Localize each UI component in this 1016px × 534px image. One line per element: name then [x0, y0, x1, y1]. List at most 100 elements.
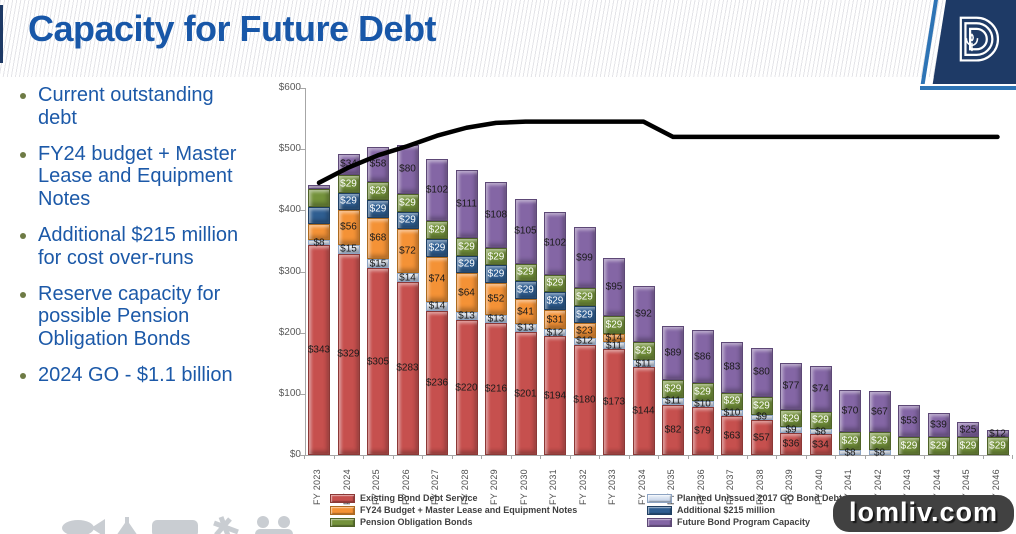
y-axis-label: $500	[278, 143, 301, 155]
x-axis-tick	[569, 455, 571, 459]
bar-segment: $29	[396, 193, 419, 212]
bar-segment: $29	[898, 437, 920, 455]
bar-segment: $86	[691, 330, 714, 383]
bar-value-label: $305	[366, 356, 390, 368]
legend-item: Existing Bond Debt Service	[330, 493, 478, 503]
bar-value-label: $102	[543, 237, 567, 249]
legend-label: Pension Obligation Bonds	[360, 517, 473, 527]
bar-value-label: $102	[425, 184, 449, 196]
bar-segment: $111	[455, 169, 478, 238]
legend-swatch	[330, 505, 355, 515]
bar-value-label: $34	[812, 439, 829, 451]
bar-value-label: $9	[755, 411, 768, 423]
bar-value-label: $12	[546, 327, 564, 339]
bar-segment: $105	[514, 199, 537, 264]
y-axis-label: $400	[278, 204, 301, 216]
bar-segment: $9	[750, 411, 773, 423]
bar-segment: $15	[337, 243, 360, 255]
bar-segment: $29	[514, 263, 537, 282]
bar-segment: $14	[426, 301, 448, 312]
bar-value-label: $11	[606, 340, 622, 352]
bar-segment: $29	[573, 305, 596, 324]
bullet-item: 2024 GO - $1.1 billion	[16, 364, 254, 387]
bar-value-label: $56	[340, 221, 357, 233]
bar-value-label: $13	[517, 322, 534, 334]
bar-value-label: $180	[573, 394, 596, 406]
bar-value-label: $29	[635, 345, 652, 357]
bar-value-label: $29	[458, 241, 475, 253]
bar-value-label: $13	[458, 310, 475, 322]
bar-value-label: $29	[871, 435, 888, 447]
bar-value-label: $12	[576, 335, 593, 347]
bar-segment: $29	[544, 274, 566, 293]
x-axis-tick	[481, 455, 483, 459]
x-axis-tick	[333, 455, 335, 459]
bar-value-label: $144	[632, 405, 655, 417]
bar-value-label: $70	[841, 405, 859, 417]
x-axis-tick	[923, 455, 925, 459]
legend-swatch	[647, 517, 672, 527]
bar-value-label: $23	[576, 325, 593, 337]
bar-value-label: $99	[576, 252, 593, 264]
x-axis-tick	[953, 455, 955, 459]
bar-segment: $29	[367, 199, 389, 218]
bar-value-label: $29	[753, 400, 770, 412]
bar-value-label: $29	[723, 395, 741, 407]
legend-item: FY24 Budget + Master Lease and Equipment…	[330, 505, 577, 515]
x-axis-tick	[304, 455, 306, 459]
bar-value-label: $53	[900, 415, 918, 427]
bar-value-label: $173	[602, 396, 626, 408]
bar-value-label: $89	[664, 347, 682, 359]
bullet-text: FY24 budget + Master Lease and Equipment…	[38, 142, 237, 211]
bar-value-label: $105	[514, 225, 537, 237]
bar-segment: $34	[809, 434, 832, 455]
bar-segment: $29	[868, 432, 891, 451]
bar-segment: $29	[927, 437, 950, 455]
legend-label: Planned Unissued 2017 GO Bond Debt	[677, 493, 843, 503]
bar-value-label: $29	[428, 224, 446, 236]
bar-segment: $108	[485, 181, 507, 248]
x-axis-tick	[392, 455, 394, 459]
bar-value-label: $29	[340, 178, 357, 190]
x-axis-tick	[776, 455, 778, 459]
bar-segment: $29	[957, 437, 979, 455]
bar-value-label: $283	[396, 362, 419, 374]
y-axis-label: $600	[278, 82, 301, 93]
bar-segment: $29	[396, 211, 419, 230]
x-axis-tick	[451, 455, 453, 459]
bar-segment: $29	[809, 411, 832, 430]
bar-value-label: $15	[369, 258, 387, 270]
bullet-text: 2024 GO - $1.1 billion	[38, 363, 233, 386]
bar-segment: $220	[455, 320, 478, 455]
x-axis-label: FY 2023	[312, 469, 322, 505]
y-axis-tick	[300, 210, 305, 212]
bar-segment: $29	[455, 237, 478, 256]
bar-segment: $39	[927, 413, 950, 438]
x-axis-tick	[422, 455, 424, 459]
bar-segment: $72	[396, 229, 419, 274]
bar-value-label: $14	[399, 272, 416, 284]
bar-value-label: $15	[340, 243, 357, 255]
y-axis-tick	[300, 88, 305, 89]
y-axis-line	[305, 88, 306, 455]
y-axis-label: $0	[289, 449, 301, 460]
bullet-text: Reserve capacity for possible Pension Ob…	[38, 282, 221, 351]
y-axis-label: $300	[278, 265, 301, 277]
bar-value-label: $8	[873, 447, 886, 459]
bar-value-label: $29	[605, 319, 623, 331]
x-axis-label: FY 2030	[518, 469, 529, 505]
bullet-item: Additional $215 million for cost over-ru…	[16, 224, 254, 270]
bar-value-label: $9	[785, 424, 797, 436]
bar-value-label: $29	[930, 440, 947, 452]
bar-value-label: $92	[635, 308, 652, 320]
bar-segment: $29	[603, 316, 625, 334]
x-axis-label: FY 2032	[577, 469, 588, 505]
bar-segment: $216	[485, 322, 507, 455]
legend-swatch	[330, 517, 355, 527]
x-axis-line	[305, 455, 1010, 456]
bar-segment: $80	[750, 347, 773, 397]
bar-segment: $11	[603, 340, 625, 352]
bar-value-label: $36	[782, 438, 800, 450]
y-axis-tick	[300, 271, 305, 273]
bar-segment: $53	[898, 404, 920, 438]
